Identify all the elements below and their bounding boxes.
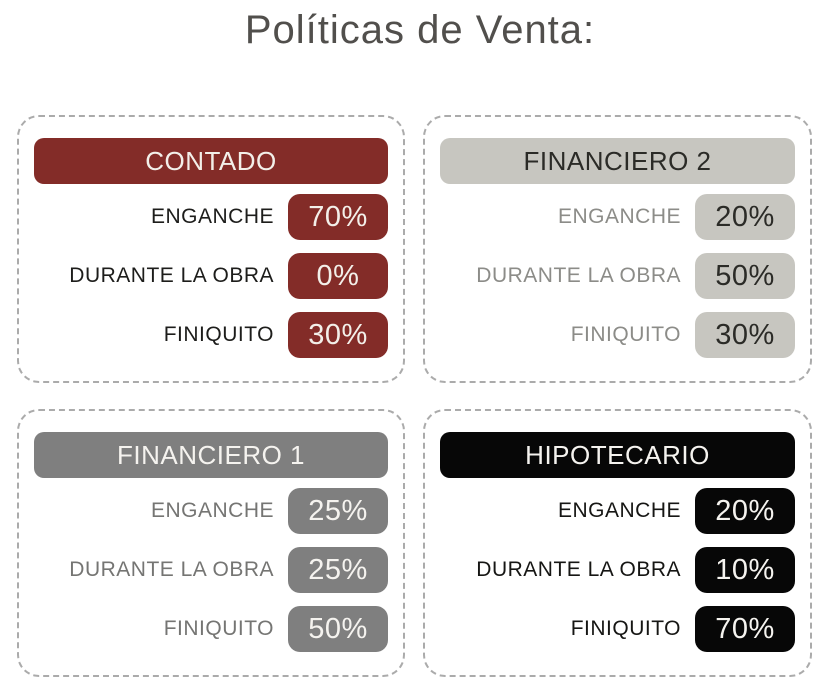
row-label: ENGANCHE — [557, 499, 681, 522]
page-title: Políticas de Venta: — [244, 8, 596, 52]
payment-row: FINIQUITO 30% — [440, 312, 795, 358]
card-title: FINANCIERO 1 — [116, 439, 306, 470]
value-pill: 0% — [288, 253, 388, 299]
value-pill: 70% — [288, 194, 388, 240]
value-pill: 10% — [695, 547, 795, 593]
value-pill: 50% — [288, 606, 388, 652]
value-pill: 30% — [695, 312, 795, 358]
card-financiero-2: FINANCIERO 2 ENGANCHE 20% DURANTE LA OBR… — [423, 115, 812, 383]
card-title: FINANCIERO 2 — [523, 145, 712, 176]
row-label: ENGANCHE — [150, 499, 274, 522]
payment-row: ENGANCHE 20% — [440, 194, 795, 240]
row-label: FINIQUITO — [163, 617, 274, 640]
row-label: DURANTE LA OBRA — [69, 558, 274, 581]
card-body: ENGANCHE 20% DURANTE LA OBRA 10% FINIQUI… — [440, 488, 795, 652]
card-title: HIPOTECARIO — [525, 439, 710, 470]
value-pill: 25% — [288, 547, 388, 593]
payment-row: DURANTE LA OBRA 10% — [440, 547, 795, 593]
row-label: ENGANCHE — [150, 205, 274, 228]
payment-row: ENGANCHE 25% — [34, 488, 388, 534]
payment-row: ENGANCHE 70% — [34, 194, 388, 240]
payment-row: DURANTE LA OBRA 50% — [440, 253, 795, 299]
payment-row: FINIQUITO 30% — [34, 312, 388, 358]
row-label: FINIQUITO — [570, 617, 681, 640]
value-pill: 70% — [695, 606, 795, 652]
card-hipotecario: HIPOTECARIO ENGANCHE 20% DURANTE LA OBRA… — [423, 409, 812, 677]
card-header-financiero-2: FINANCIERO 2 — [440, 138, 795, 184]
value-pill: 20% — [695, 488, 795, 534]
card-financiero-1: FINANCIERO 1 ENGANCHE 25% DURANTE LA OBR… — [17, 409, 405, 677]
card-header-contado: CONTADO — [34, 138, 388, 184]
row-label: DURANTE LA OBRA — [476, 558, 681, 581]
value-pill: 30% — [288, 312, 388, 358]
payment-row: FINIQUITO 50% — [34, 606, 388, 652]
row-label: DURANTE LA OBRA — [476, 264, 681, 287]
value-pill: 25% — [288, 488, 388, 534]
card-contado: CONTADO ENGANCHE 70% DURANTE LA OBRA 0% … — [17, 115, 405, 383]
row-label: DURANTE LA OBRA — [69, 264, 274, 287]
card-title: CONTADO — [145, 145, 277, 176]
cards-grid: CONTADO ENGANCHE 70% DURANTE LA OBRA 0% … — [17, 115, 812, 677]
card-header-financiero-1: FINANCIERO 1 — [34, 432, 388, 478]
row-label: FINIQUITO — [163, 323, 274, 346]
card-header-hipotecario: HIPOTECARIO — [440, 432, 795, 478]
payment-row: DURANTE LA OBRA 0% — [34, 253, 388, 299]
payment-row: DURANTE LA OBRA 25% — [34, 547, 388, 593]
payment-row: FINIQUITO 70% — [440, 606, 795, 652]
card-body: ENGANCHE 20% DURANTE LA OBRA 50% FINIQUI… — [440, 194, 795, 358]
value-pill: 50% — [695, 253, 795, 299]
card-body: ENGANCHE 70% DURANTE LA OBRA 0% FINIQUIT… — [34, 194, 388, 358]
value-pill: 20% — [695, 194, 795, 240]
card-body: ENGANCHE 25% DURANTE LA OBRA 25% FINIQUI… — [34, 488, 388, 652]
row-label: ENGANCHE — [557, 205, 681, 228]
payment-row: ENGANCHE 20% — [440, 488, 795, 534]
row-label: FINIQUITO — [570, 323, 681, 346]
